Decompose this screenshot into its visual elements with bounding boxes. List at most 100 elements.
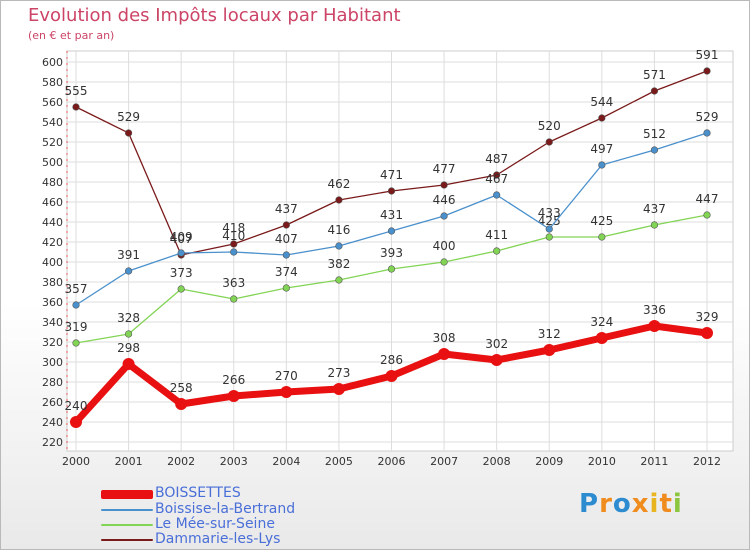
data-label: 433 [538, 206, 561, 220]
logo-letter: x [631, 489, 650, 519]
data-point [282, 284, 290, 292]
data-point [177, 285, 185, 293]
data-point [545, 138, 553, 146]
data-point [387, 187, 396, 195]
data-label: 302 [485, 337, 508, 351]
data-label: 571 [643, 68, 666, 82]
data-label: 529 [117, 110, 140, 124]
data-point [493, 191, 501, 199]
data-point [545, 225, 553, 233]
data-point [440, 258, 448, 266]
data-point [493, 171, 501, 179]
data-label: 382 [327, 257, 350, 271]
data-label: 328 [117, 311, 140, 325]
data-label: 477 [433, 162, 456, 176]
data-label: 363 [222, 276, 245, 290]
legend-swatch-dammarie [101, 539, 153, 541]
data-label: 410 [222, 229, 245, 243]
data-label: 487 [485, 152, 508, 166]
legend-swatch-le-mee [101, 524, 153, 526]
x-tick-label: 2005 [325, 455, 353, 468]
data-point [595, 332, 608, 344]
data-label: 411 [485, 228, 508, 242]
x-tick-label: 2008 [483, 455, 511, 468]
logo-letter: o [612, 489, 632, 519]
y-tick-label: 360 [42, 296, 63, 309]
x-tick-label: 2001 [115, 455, 143, 468]
legend-label-dammarie: Dammarie-les-Lys [155, 531, 281, 547]
data-point [227, 390, 240, 402]
data-label: 400 [433, 239, 456, 253]
data-label: 312 [538, 327, 561, 341]
data-point [124, 330, 133, 338]
x-tick-label: 2003 [220, 455, 248, 468]
logo-letter: i [672, 489, 683, 519]
data-point [545, 233, 553, 241]
data-label: 286 [380, 353, 403, 367]
data-point [335, 196, 343, 204]
data-label: 431 [380, 208, 403, 222]
data-label: 591 [696, 48, 719, 62]
data-label: 425 [538, 214, 561, 228]
data-point [72, 301, 80, 309]
x-tick-label: 2011 [640, 455, 668, 468]
y-tick-label: 380 [42, 276, 63, 289]
data-point [440, 181, 448, 189]
data-point [282, 251, 290, 259]
data-label: 240 [65, 399, 88, 413]
y-tick-label: 280 [42, 376, 63, 389]
data-point [650, 87, 659, 95]
data-label: 270 [275, 369, 298, 383]
y-tick-label: 260 [42, 396, 63, 409]
data-point [543, 344, 556, 356]
data-point [703, 67, 711, 75]
data-point [490, 354, 503, 366]
data-label: 273 [327, 366, 350, 380]
data-label: 447 [696, 192, 719, 206]
data-label: 374 [275, 265, 298, 279]
data-point [122, 358, 135, 370]
data-label: 373 [170, 266, 193, 280]
y-tick-label: 540 [42, 116, 63, 129]
data-point [280, 386, 293, 398]
proxiti-logo: Proxiti [579, 489, 683, 519]
data-label: 329 [696, 310, 719, 324]
y-tick-label: 240 [42, 416, 63, 429]
x-tick-label: 2009 [535, 455, 563, 468]
x-tick-label: 2004 [272, 455, 300, 468]
y-tick-label: 220 [42, 436, 63, 449]
data-label: 258 [170, 381, 193, 395]
data-point [72, 339, 80, 347]
y-tick-label: 340 [42, 316, 63, 329]
data-label: 512 [643, 127, 666, 141]
y-tick-label: 420 [42, 236, 63, 249]
data-point [598, 161, 606, 169]
data-label: 497 [590, 142, 613, 156]
logo-letter: r [599, 489, 613, 519]
x-tick-label: 2007 [430, 455, 458, 468]
data-label: 418 [222, 221, 245, 235]
data-point [335, 276, 343, 284]
data-point [175, 398, 188, 410]
legend-label-boissettes: BOISSETTES [155, 485, 241, 501]
data-label: 298 [117, 341, 140, 355]
data-label: 555 [65, 84, 88, 98]
data-point [72, 103, 80, 111]
data-label: 357 [65, 282, 88, 296]
data-point [598, 114, 606, 122]
data-label: 437 [275, 202, 298, 216]
data-label: 471 [380, 168, 403, 182]
data-point [385, 370, 398, 382]
data-point [230, 240, 238, 248]
x-tick-label: 2002 [167, 455, 195, 468]
data-point [701, 327, 713, 339]
data-label: 544 [590, 95, 613, 109]
data-point [124, 129, 133, 137]
data-point [70, 416, 82, 428]
data-point [648, 320, 661, 332]
data-label: 437 [643, 202, 666, 216]
data-label: 393 [380, 246, 403, 260]
data-label: 407 [170, 232, 193, 246]
data-point [650, 146, 659, 154]
data-point [335, 242, 343, 250]
